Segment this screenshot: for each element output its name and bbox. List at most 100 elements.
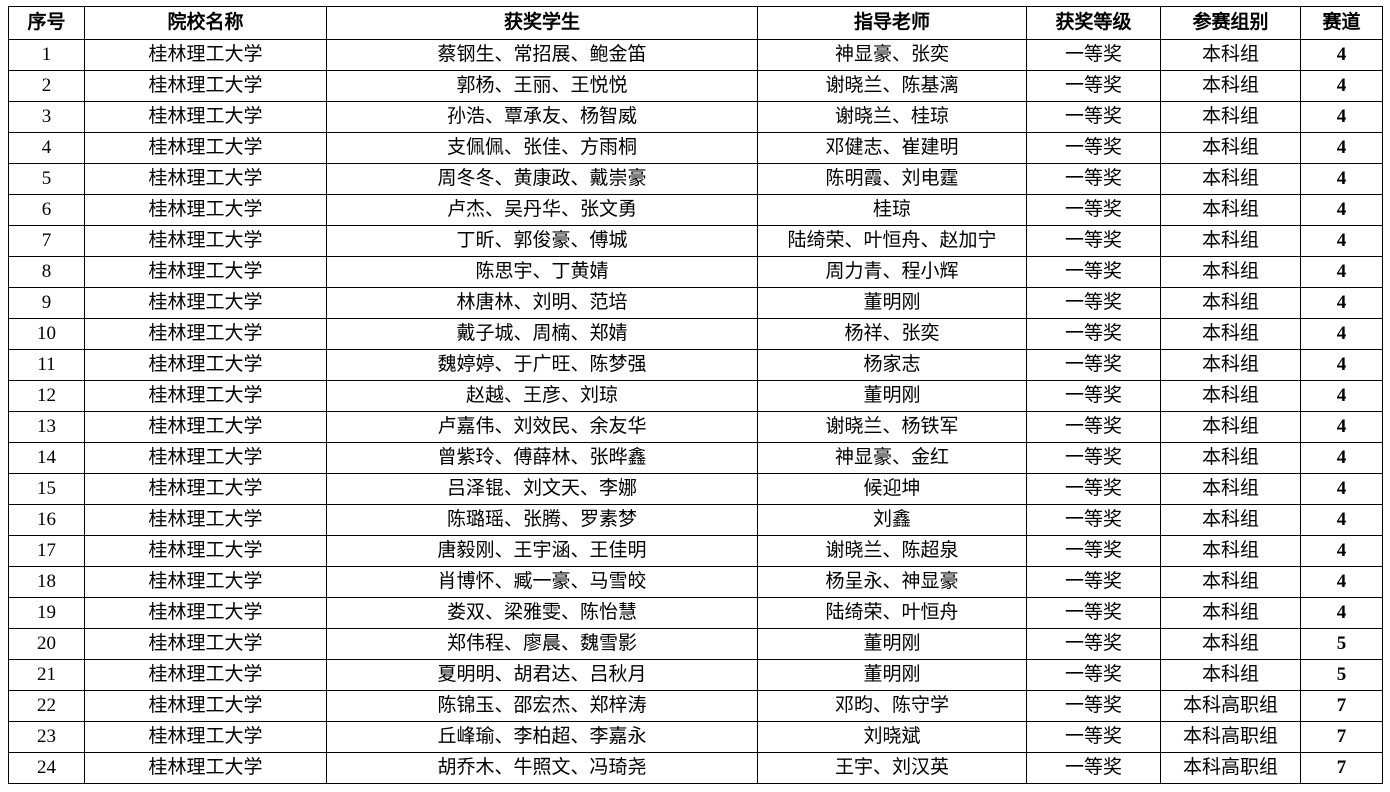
cell-index: 10 <box>8 318 85 350</box>
cell-students: 周冬冬、黄康政、戴崇豪 <box>326 163 758 195</box>
cell-level: 一等奖 <box>1026 752 1161 784</box>
cell-index: 22 <box>8 690 85 722</box>
cell-level: 一等奖 <box>1026 256 1161 288</box>
table-row: 8 桂林理工大学 陈思宇、丁黄婧 周力青、程小辉 一等奖 本科组 4 <box>8 256 1383 288</box>
cell-school: 桂林理工大学 <box>84 566 327 598</box>
table-row: 12 桂林理工大学 赵越、王彦、刘琼 董明刚 一等奖 本科组 4 <box>8 380 1383 412</box>
cell-teachers: 谢晓兰、陈基漓 <box>757 70 1027 102</box>
table-row: 18 桂林理工大学 肖博怀、臧一豪、马雪皎 杨呈永、神显豪 一等奖 本科组 4 <box>8 566 1383 598</box>
cell-index: 1 <box>8 39 85 71</box>
cell-track: 4 <box>1300 70 1383 102</box>
cell-index: 4 <box>8 132 85 164</box>
cell-level: 一等奖 <box>1026 597 1161 629</box>
cell-track: 5 <box>1300 659 1383 691</box>
cell-track: 4 <box>1300 132 1383 164</box>
cell-index: 14 <box>8 442 85 474</box>
cell-school: 桂林理工大学 <box>84 194 327 226</box>
cell-index: 19 <box>8 597 85 629</box>
cell-group: 本科高职组 <box>1160 752 1301 784</box>
cell-students: 曾紫玲、傅薛林、张晔鑫 <box>326 442 758 474</box>
cell-index: 12 <box>8 380 85 412</box>
cell-school: 桂林理工大学 <box>84 101 327 133</box>
cell-track: 7 <box>1300 721 1383 753</box>
cell-level: 一等奖 <box>1026 566 1161 598</box>
cell-school: 桂林理工大学 <box>84 225 327 257</box>
cell-teachers: 候迎坤 <box>757 473 1027 505</box>
table-row: 10 桂林理工大学 戴子城、周楠、郑婧 杨祥、张奕 一等奖 本科组 4 <box>8 318 1383 350</box>
cell-index: 7 <box>8 225 85 257</box>
cell-students: 娄双、梁雅雯、陈怡慧 <box>326 597 758 629</box>
cell-school: 桂林理工大学 <box>84 473 327 505</box>
table-row: 4 桂林理工大学 支佩佩、张佳、方雨桐 邓健志、崔建明 一等奖 本科组 4 <box>8 132 1383 164</box>
cell-group: 本科组 <box>1160 597 1301 629</box>
cell-index: 23 <box>8 721 85 753</box>
table-row: 13 桂林理工大学 卢嘉伟、刘效民、余友华 谢晓兰、杨铁军 一等奖 本科组 4 <box>8 411 1383 443</box>
cell-school: 桂林理工大学 <box>84 349 327 381</box>
cell-index: 20 <box>8 628 85 660</box>
cell-level: 一等奖 <box>1026 194 1161 226</box>
table-row: 9 桂林理工大学 林唐林、刘明、范培 董明刚 一等奖 本科组 4 <box>8 287 1383 319</box>
cell-students: 魏婷婷、于广旺、陈梦强 <box>326 349 758 381</box>
cell-level: 一等奖 <box>1026 628 1161 660</box>
table-row: 14 桂林理工大学 曾紫玲、傅薛林、张晔鑫 神显豪、金红 一等奖 本科组 4 <box>8 442 1383 474</box>
cell-level: 一等奖 <box>1026 504 1161 536</box>
cell-school: 桂林理工大学 <box>84 318 327 350</box>
cell-group: 本科组 <box>1160 566 1301 598</box>
cell-school: 桂林理工大学 <box>84 380 327 412</box>
cell-students: 郭杨、王丽、王悦悦 <box>326 70 758 102</box>
table-row: 7 桂林理工大学 丁昕、郭俊豪、傅城 陆绮荣、叶恒舟、赵加宁 一等奖 本科组 4 <box>8 225 1383 257</box>
cell-school: 桂林理工大学 <box>84 39 327 71</box>
cell-track: 4 <box>1300 39 1383 71</box>
cell-students: 支佩佩、张佳、方雨桐 <box>326 132 758 164</box>
table-body: 1 桂林理工大学 蔡钢生、常招展、鲍金笛 神显豪、张奕 一等奖 本科组 4 2 桂林理工大学 郭杨… <box>8 39 1383 784</box>
cell-level: 一等奖 <box>1026 225 1161 257</box>
cell-school: 桂林理工大学 <box>84 411 327 443</box>
cell-index: 3 <box>8 101 85 133</box>
cell-students: 陈璐瑶、张腾、罗素梦 <box>326 504 758 536</box>
column-header-track: 赛道 <box>1300 6 1383 40</box>
cell-teachers: 杨祥、张奕 <box>757 318 1027 350</box>
table-row: 22 桂林理工大学 陈锦玉、邵宏杰、郑梓涛 邓昀、陈守学 一等奖 本科高职组 7 <box>8 690 1383 722</box>
cell-index: 16 <box>8 504 85 536</box>
cell-teachers: 陈明霞、刘电霆 <box>757 163 1027 195</box>
cell-teachers: 刘晓斌 <box>757 721 1027 753</box>
cell-group: 本科组 <box>1160 442 1301 474</box>
column-header-students: 获奖学生 <box>326 6 758 40</box>
cell-level: 一等奖 <box>1026 442 1161 474</box>
cell-level: 一等奖 <box>1026 659 1161 691</box>
cell-track: 4 <box>1300 597 1383 629</box>
cell-teachers: 董明刚 <box>757 659 1027 691</box>
cell-track: 4 <box>1300 194 1383 226</box>
cell-group: 本科组 <box>1160 39 1301 71</box>
cell-teachers: 杨呈永、神显豪 <box>757 566 1027 598</box>
cell-school: 桂林理工大学 <box>84 752 327 784</box>
cell-teachers: 周力青、程小辉 <box>757 256 1027 288</box>
cell-group: 本科组 <box>1160 256 1301 288</box>
cell-index: 8 <box>8 256 85 288</box>
cell-track: 4 <box>1300 101 1383 133</box>
cell-group: 本科高职组 <box>1160 690 1301 722</box>
table-row: 21 桂林理工大学 夏明明、胡君达、吕秋月 董明刚 一等奖 本科组 5 <box>8 659 1383 691</box>
cell-students: 陈锦玉、邵宏杰、郑梓涛 <box>326 690 758 722</box>
cell-teachers: 陆绮荣、叶恒舟、赵加宁 <box>757 225 1027 257</box>
cell-index: 2 <box>8 70 85 102</box>
table-row: 24 桂林理工大学 胡乔木、牛照文、冯琦尧 王宇、刘汉英 一等奖 本科高职组 7 <box>8 752 1383 784</box>
cell-school: 桂林理工大学 <box>84 628 327 660</box>
cell-school: 桂林理工大学 <box>84 504 327 536</box>
column-header-index: 序号 <box>8 6 85 40</box>
cell-school: 桂林理工大学 <box>84 163 327 195</box>
cell-index: 5 <box>8 163 85 195</box>
cell-teachers: 神显豪、张奕 <box>757 39 1027 71</box>
cell-students: 卢嘉伟、刘效民、余友华 <box>326 411 758 443</box>
cell-teachers: 董明刚 <box>757 628 1027 660</box>
cell-level: 一等奖 <box>1026 473 1161 505</box>
cell-teachers: 刘鑫 <box>757 504 1027 536</box>
cell-group: 本科组 <box>1160 628 1301 660</box>
cell-students: 林唐林、刘明、范培 <box>326 287 758 319</box>
cell-students: 丘峰瑜、李柏超、李嘉永 <box>326 721 758 753</box>
column-header-group: 参赛组别 <box>1160 6 1301 40</box>
cell-index: 18 <box>8 566 85 598</box>
cell-track: 4 <box>1300 318 1383 350</box>
cell-track: 4 <box>1300 380 1383 412</box>
cell-group: 本科组 <box>1160 163 1301 195</box>
